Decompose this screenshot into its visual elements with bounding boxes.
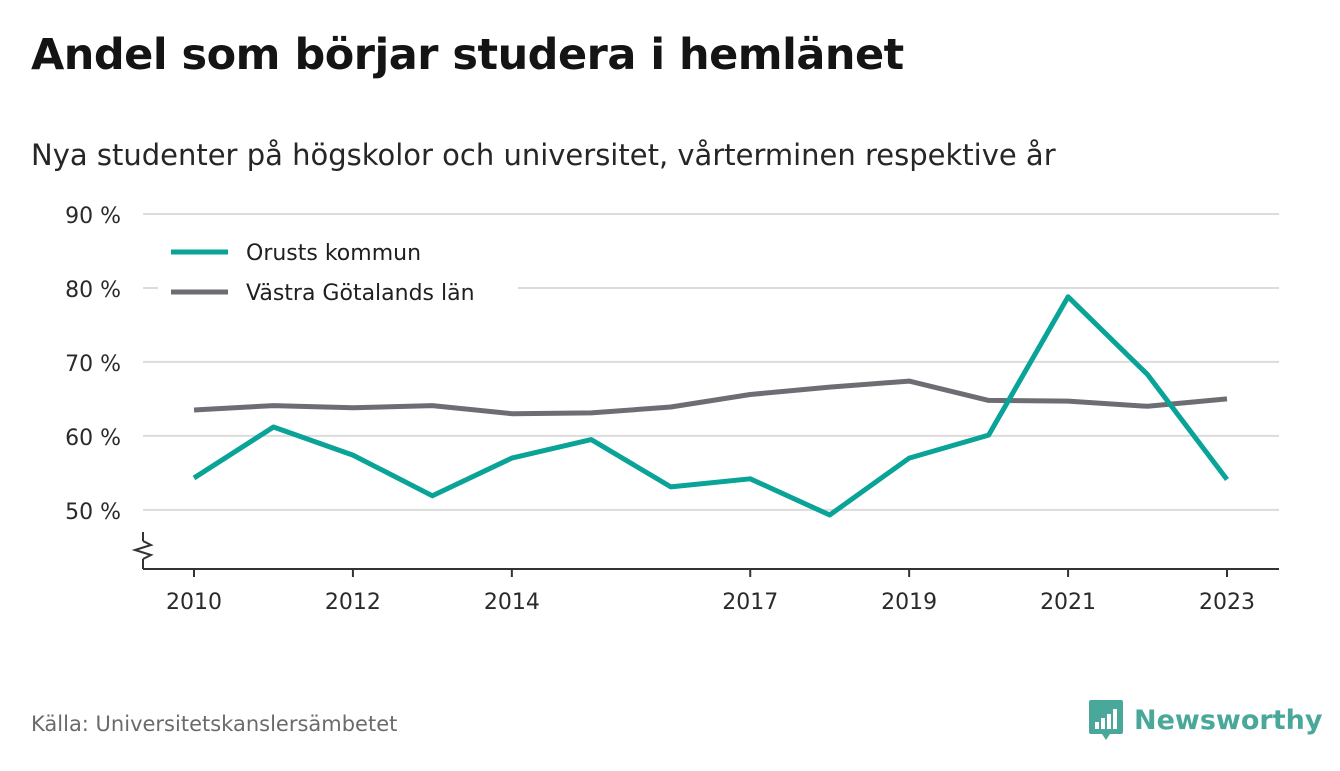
brand-name: Newsworthy [1134, 704, 1323, 736]
x-tick-label: 2021 [1040, 590, 1096, 615]
y-tick-label: 90 % [65, 204, 121, 229]
x-tick-label: 2019 [881, 590, 937, 615]
legend-background [158, 228, 518, 310]
axis-break-mark [131, 540, 154, 560]
brand-logo: Newsworthy [1088, 698, 1322, 742]
newsworthy-logo-icon [1089, 700, 1123, 740]
x-tick-label: 2017 [722, 590, 778, 615]
source-note: Källa: Universitetskanslersämbetet [31, 712, 398, 736]
chart-title: Andel som börjar studera i hemlänet [31, 30, 904, 80]
series-line [193, 378, 1228, 417]
x-tick-label: 2023 [1199, 590, 1255, 615]
legend-label: Orusts kommun [246, 241, 421, 266]
y-tick-label: 60 % [65, 426, 121, 451]
legend: Orusts kommun Västra Götalands län [158, 228, 518, 310]
legend-label: Västra Götalands län [246, 281, 475, 306]
series-lines [192, 294, 1229, 518]
x-tick-label: 2014 [484, 590, 540, 615]
y-tick-label: 70 % [65, 352, 121, 377]
x-tick-label: 2010 [166, 590, 222, 615]
y-tick-label: 50 % [65, 500, 121, 525]
series-line [192, 294, 1229, 518]
x-tick-label: 2012 [325, 590, 381, 615]
chart-subtitle: Nya studenter på högskolor och universit… [31, 138, 1056, 172]
axes: 50 % 60 % 70 % 80 % 90 % 2010 2012 2014 2017 2019… [65, 204, 1279, 615]
y-tick-label: 80 % [65, 278, 121, 303]
